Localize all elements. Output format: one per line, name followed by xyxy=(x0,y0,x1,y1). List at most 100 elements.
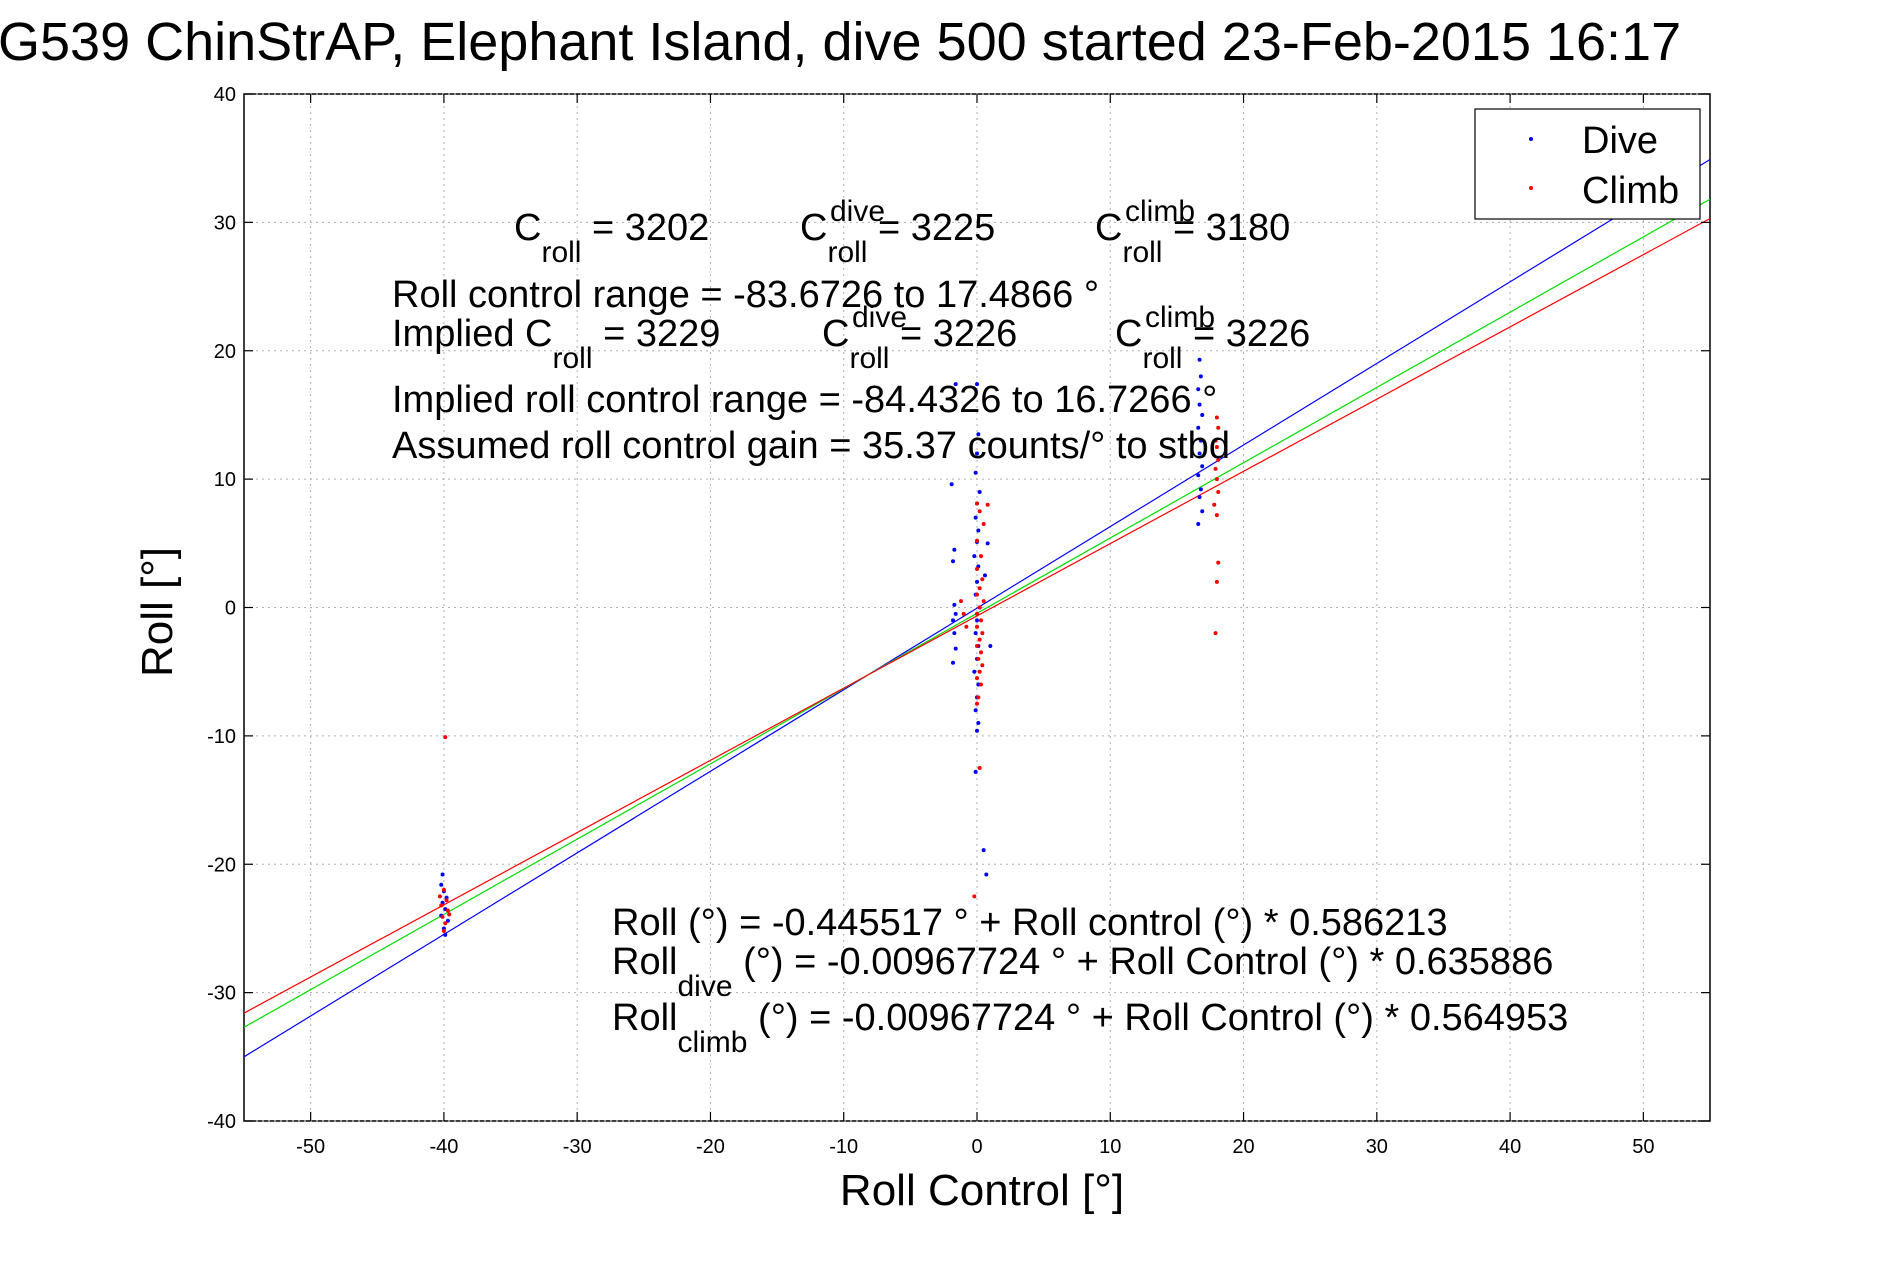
climb-data-point xyxy=(978,650,983,655)
climb-data-point xyxy=(977,765,982,770)
climb-data-point xyxy=(1213,466,1218,471)
y-tick-label: -20 xyxy=(207,854,236,876)
legend-dive-label: Dive xyxy=(1582,120,1658,162)
dive-data-point xyxy=(988,644,993,649)
c-roll-dive-annotation: Croll = 3225 xyxy=(800,207,995,269)
x-tick-label: 30 xyxy=(1366,1136,1388,1158)
dive-data-point xyxy=(1196,473,1201,478)
dive-data-point xyxy=(982,573,987,578)
x-tick-label: -30 xyxy=(563,1136,592,1158)
climb-data-point xyxy=(978,554,983,559)
climb-data-point xyxy=(1213,631,1218,636)
dive-data-point xyxy=(949,482,954,487)
dive-data-point xyxy=(1196,522,1201,527)
climb-data-point xyxy=(972,894,977,899)
fit-dive-equation: Rolldive (°) = -0.00967724 ° + Roll Cont… xyxy=(612,941,1553,1003)
climb-data-point xyxy=(441,887,446,892)
climb-data-point xyxy=(975,644,979,649)
dive-data-point xyxy=(976,432,981,437)
climb-data-point xyxy=(975,624,979,629)
dive-data-point xyxy=(951,559,956,564)
x-tick-label: 10 xyxy=(1099,1136,1121,1158)
x-axis-label: Roll Control [°] xyxy=(840,1166,1124,1215)
climb-data-point xyxy=(1216,457,1221,462)
y-axis-label: Roll [°] xyxy=(133,547,182,677)
climb-data-point xyxy=(980,631,985,636)
dive-data-point xyxy=(1197,451,1202,456)
dive-data-point xyxy=(443,932,448,937)
dive-data-point xyxy=(953,646,958,651)
climb-data-point xyxy=(443,921,448,926)
y-tick-label: -40 xyxy=(207,1111,236,1133)
implied-c-roll-dive-annotation: Croll = 3226 xyxy=(822,313,1017,375)
y-tick-label: 30 xyxy=(214,212,236,234)
axis-ticks: -50 -40 -30 -20 -10 0 10 20 30 40 50 -40 -30 -20 -10 0 1… xyxy=(207,84,1710,1158)
dive-data-point xyxy=(952,547,957,552)
climb-data-point xyxy=(441,929,446,934)
roll-control-gain: Assumed roll control gain = 35.37 counts… xyxy=(392,425,1230,467)
x-tick-label: 40 xyxy=(1499,1136,1521,1158)
dive-data-point xyxy=(972,554,977,559)
implied-c-roll-climb-annotation: Croll = 3226 xyxy=(1115,313,1310,375)
climb-data-point xyxy=(975,701,979,706)
dive-data-point xyxy=(975,618,979,623)
climb-data-point xyxy=(1213,438,1218,443)
dive-data-point xyxy=(973,769,978,774)
climb-data-point xyxy=(976,695,981,700)
annotations: Croll = 3202 Croll = 3225 dive Croll = 3… xyxy=(392,195,1568,1059)
x-tick-label: -10 xyxy=(829,1136,858,1158)
fit-climb-equation: Rollclimb (°) = -0.00967724 ° + Roll Con… xyxy=(612,997,1568,1059)
dive-data-point xyxy=(976,528,981,533)
fit-line-0 xyxy=(243,158,1711,1058)
climb-data-point xyxy=(977,669,982,674)
c-roll-dive-sup: dive xyxy=(830,195,885,228)
y-tick-label: 10 xyxy=(214,469,236,491)
dive-data-point xyxy=(953,382,958,387)
climb-data-point xyxy=(981,522,986,527)
climb-data-point xyxy=(977,586,982,591)
climb-data-point xyxy=(977,605,982,610)
climb-data-point xyxy=(976,656,981,661)
dive-data-point xyxy=(1200,464,1205,469)
x-tick-label: -20 xyxy=(696,1136,725,1158)
climb-data-point xyxy=(977,637,982,642)
climb-data-point xyxy=(978,682,983,687)
y-tick-label: 0 xyxy=(225,598,236,620)
climb-data-point xyxy=(1212,502,1217,507)
dive-data-point xyxy=(973,515,978,520)
legend: Dive Climb xyxy=(1474,108,1701,220)
dive-data-point xyxy=(1197,495,1202,500)
plot-area: -50 -40 -30 -20 -10 0 10 20 30 40 50 -40 -30 -20 -10 0 1… xyxy=(207,84,1711,1158)
dive-data-point xyxy=(1196,425,1201,430)
climb-data-point xyxy=(447,912,452,917)
climb-data-point xyxy=(437,894,442,899)
dive-data-point xyxy=(1198,374,1203,379)
dive-data-point xyxy=(951,660,956,665)
fit-all-equation: Roll (°) = -0.445517 ° + Roll control (°… xyxy=(612,902,1448,944)
implied-c-roll-annotation: Implied Croll = 3229 xyxy=(392,313,720,375)
dive-data-point xyxy=(984,872,989,877)
climb-data-point xyxy=(985,502,990,507)
dive-data-point xyxy=(952,602,957,607)
climb-data-point xyxy=(1214,513,1219,518)
dive-data-point xyxy=(440,872,445,877)
climb-data-point xyxy=(444,898,449,903)
x-tick-label: -50 xyxy=(296,1136,325,1158)
climb-data-point xyxy=(440,914,445,919)
dive-data-point xyxy=(951,618,956,623)
roll-control-range: Roll control range = -83.6726 to 17.4866… xyxy=(392,274,1099,316)
dive-data-point xyxy=(976,721,981,726)
y-tick-label: 40 xyxy=(214,84,236,106)
climb-data-point xyxy=(975,676,979,681)
dive-data-point xyxy=(1197,357,1202,362)
climb-data-point xyxy=(975,592,979,597)
climb-data-point xyxy=(980,577,985,582)
climb-data-point xyxy=(1216,560,1221,565)
dive-data-point xyxy=(1196,387,1201,392)
dive-data-point xyxy=(953,611,958,616)
dive-data-point xyxy=(439,882,444,887)
x-tick-label: 20 xyxy=(1232,1136,1254,1158)
chart-title: G539 ChinStrAP, Elephant Island, dive 50… xyxy=(0,12,1681,72)
dive-data-point xyxy=(975,382,979,387)
climb-data-point xyxy=(1214,445,1219,450)
